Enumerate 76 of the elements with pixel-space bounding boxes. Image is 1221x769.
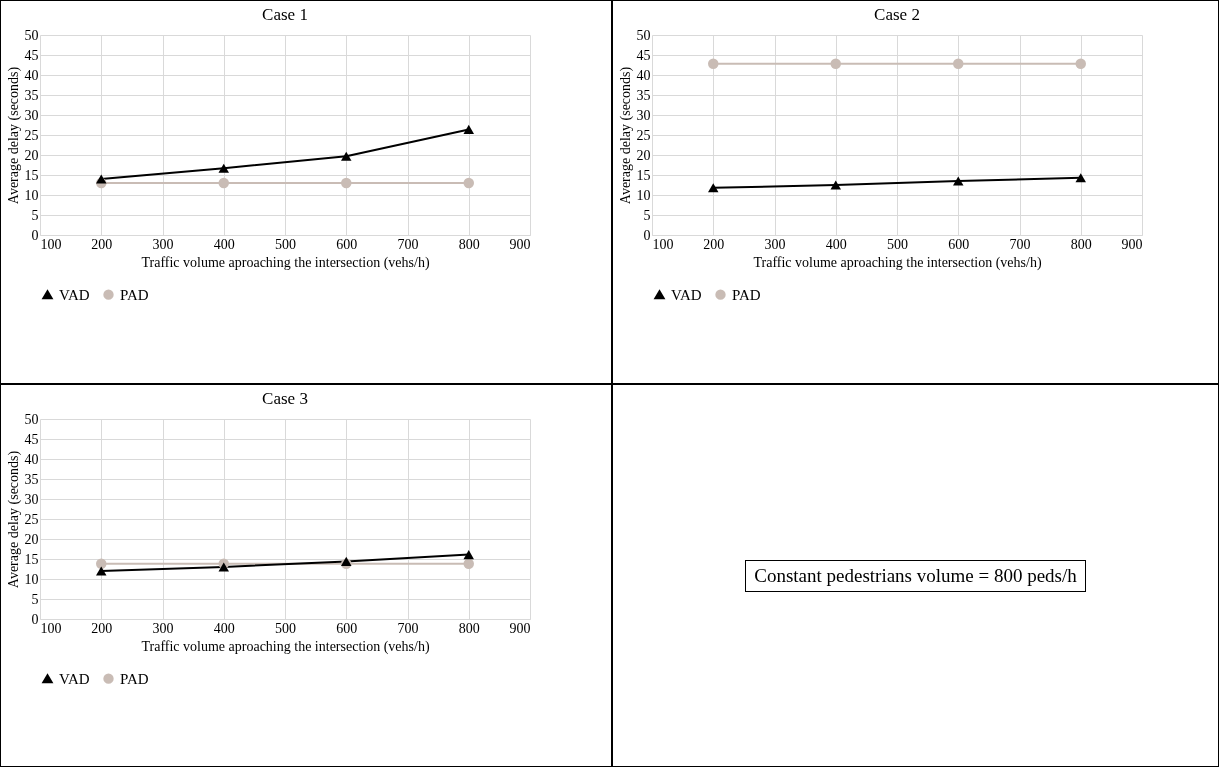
legend-label: VAD [59, 286, 90, 303]
y-tick-label: 15 [24, 551, 39, 567]
y-tick-label: 15 [636, 167, 651, 183]
y-tick-label: 25 [24, 511, 39, 527]
y-axis-title: Average delay (seconds) [5, 450, 22, 589]
chart-title: Case 1 [262, 5, 308, 24]
y-tick-label: 35 [24, 87, 39, 103]
x-tick-label: 100 [40, 620, 62, 636]
y-tick-label: 20 [24, 147, 39, 163]
x-tick-label: 100 [652, 236, 674, 252]
y-tick-label: 40 [636, 67, 651, 83]
y-tick-label: 20 [636, 147, 651, 163]
x-tick-label: 700 [397, 620, 419, 636]
y-tick-label: 30 [24, 107, 39, 123]
y-tick-label: 5 [31, 207, 39, 223]
x-tick-label: 200 [703, 236, 725, 252]
legend-label: VAD [671, 286, 702, 303]
y-tick-label: 0 [31, 611, 39, 627]
y-tick-label: 45 [24, 431, 39, 447]
x-tick-label: 900 [509, 236, 531, 252]
x-tick-label: 400 [213, 236, 235, 252]
x-tick-label: 100 [40, 236, 62, 252]
x-tick-label: 600 [948, 236, 970, 252]
x-axis-title: Traffic volume aproaching the intersection (vehs/h) [141, 638, 430, 655]
y-tick-label: 0 [31, 227, 39, 243]
x-tick-label: 400 [825, 236, 847, 252]
x-tick-label: 200 [91, 236, 113, 252]
y-axis-title: Average delay (seconds) [5, 66, 22, 205]
chart-title: Case 3 [262, 389, 308, 408]
chart-title: Case 2 [874, 5, 920, 24]
legend-label: PAD [120, 670, 149, 687]
x-tick-label: 900 [1121, 236, 1143, 252]
x-tick-label: 500 [887, 236, 908, 252]
x-tick-label: 900 [509, 620, 531, 636]
y-tick-label: 25 [636, 127, 651, 143]
y-tick-label: 30 [24, 491, 39, 507]
x-tick-label: 500 [275, 620, 296, 636]
legend-label: PAD [732, 286, 761, 303]
x-tick-label: 800 [458, 236, 480, 252]
x-tick-label: 700 [1009, 236, 1031, 252]
y-tick-label: 0 [643, 227, 651, 243]
x-tick-label: 300 [152, 620, 174, 636]
y-tick-label: 5 [643, 207, 651, 223]
y-tick-label: 50 [636, 27, 651, 43]
x-tick-label: 700 [397, 236, 419, 252]
x-tick-label: 400 [213, 620, 235, 636]
y-tick-label: 50 [24, 27, 39, 43]
y-tick-label: 10 [24, 187, 39, 203]
legend-label: PAD [120, 286, 149, 303]
x-tick-label: 200 [91, 620, 113, 636]
y-tick-label: 40 [24, 67, 39, 83]
y-tick-label: 35 [24, 471, 39, 487]
x-axis-title: Traffic volume aproaching the intersection (vehs/h) [753, 254, 1042, 271]
y-tick-label: 30 [636, 107, 651, 123]
x-tick-label: 600 [336, 620, 358, 636]
x-axis-title: Traffic volume aproaching the intersection (vehs/h) [141, 254, 430, 271]
x-tick-label: 300 [152, 236, 174, 252]
y-axis-title: Average delay (seconds) [617, 66, 634, 205]
y-tick-label: 40 [24, 451, 39, 467]
y-tick-label: 25 [24, 127, 39, 143]
x-tick-label: 300 [764, 236, 786, 252]
legend-label: VAD [59, 670, 90, 687]
x-tick-label: 800 [458, 620, 480, 636]
y-tick-label: 50 [24, 411, 39, 427]
y-tick-label: 10 [24, 571, 39, 587]
y-tick-label: 45 [636, 47, 651, 63]
y-tick-label: 45 [24, 47, 39, 63]
x-tick-label: 800 [1070, 236, 1092, 252]
y-tick-label: 20 [24, 531, 39, 547]
y-tick-label: 35 [636, 87, 651, 103]
y-tick-label: 5 [31, 591, 39, 607]
text: Constant pedestrians volume = 800 peds/h [745, 559, 1086, 592]
x-tick-label: 600 [336, 236, 358, 252]
y-tick-label: 10 [636, 187, 651, 203]
y-tick-label: 15 [24, 167, 39, 183]
x-tick-label: 500 [275, 236, 296, 252]
